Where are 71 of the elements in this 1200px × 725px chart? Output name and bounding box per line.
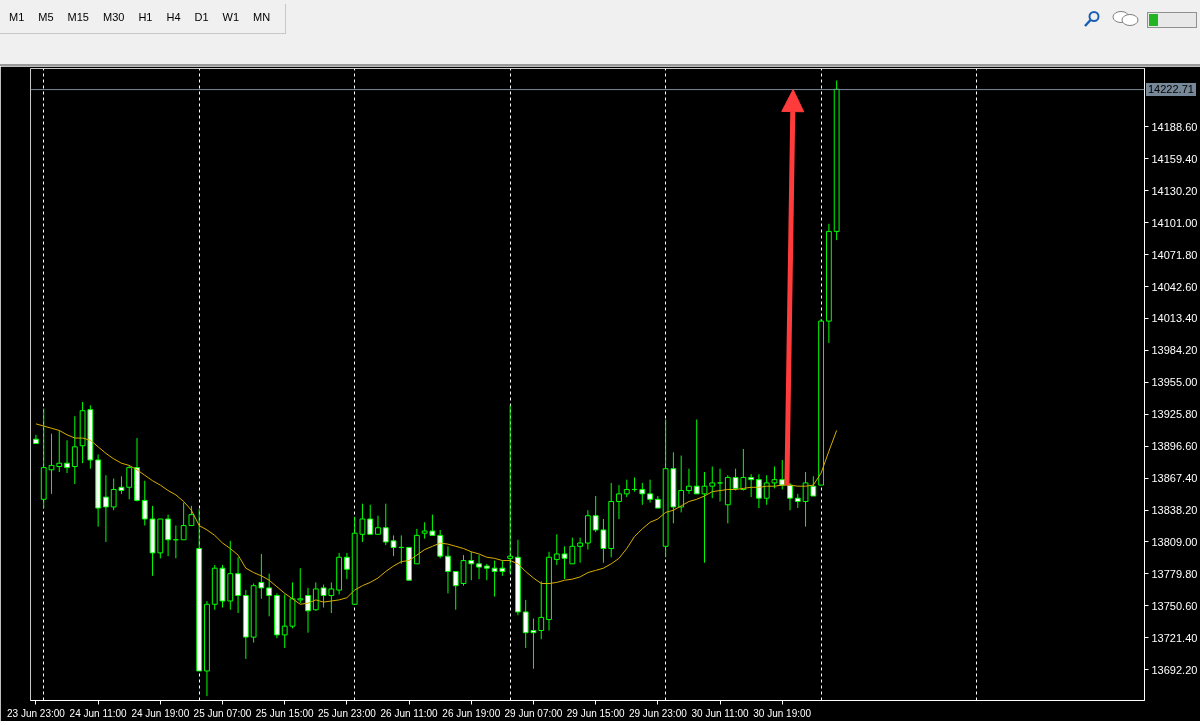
candlestick [305,587,311,634]
candlestick [686,468,692,495]
y-tick-label: 13955.00 [1151,376,1198,389]
y-tick-label: 13692.20 [1151,663,1198,676]
y-tick-label: 14013.40 [1151,312,1198,325]
candlestick [71,415,78,485]
x-tick-label: 29 Jun 23:00 [628,707,688,719]
candlestick [553,533,560,566]
candlestick [343,552,350,580]
y-tick-label: 14130.20 [1151,184,1198,197]
y-tick-label: 13750.60 [1151,599,1198,612]
x-tick-label: 25 Jun 23:00 [317,707,377,719]
x-tick-label: 30 Jun 19:00 [753,707,812,719]
candlestick [235,556,241,614]
y-tick-label: 14159.40 [1151,152,1198,165]
y-tick-label: 14101.00 [1151,216,1198,229]
y-tick-label: 14188.60 [1151,120,1198,133]
candlestick [445,545,451,594]
candlestick [709,466,716,499]
y-tick-label: 14071.80 [1151,248,1198,261]
candlestick [678,455,685,513]
y-tick-label: 13779.80 [1151,567,1198,580]
candlestick [592,495,599,533]
y-tick-label: 13984.20 [1151,344,1198,357]
candlestick [375,515,381,535]
candlestick [64,439,70,474]
x-tick-label: 25 Jun 07:00 [193,707,252,719]
candlestick [507,404,514,575]
x-tick-label: 29 Jun 15:00 [566,707,626,719]
candlestick [756,473,762,509]
x-tick-label: 30 Jun 11:00 [691,707,750,719]
x-tick-label: 23 Jun 23:00 [7,707,66,719]
candlestick [748,473,755,498]
candlestick [577,537,584,564]
text: M5 [37,10,55,25]
candlestick [165,514,172,557]
candlestick [616,484,622,520]
candlestick [787,482,793,511]
candlestick [639,482,646,506]
candlestick [266,573,273,617]
x-tick-label: 25 Jun 15:00 [255,707,315,719]
candlestick [103,474,109,543]
y-tick-label: 13809.00 [1151,535,1198,548]
y-tick-label: 13721.40 [1151,631,1198,644]
text: D1 [193,10,210,25]
x-tick-label: 26 Jun 19:00 [442,707,501,719]
candlestick [600,518,607,564]
candlestick [437,529,444,559]
y-tick-label: 13838.20 [1151,504,1198,517]
x-tick-label: 26 Jun 11:00 [380,707,439,719]
x-tick-label: 24 Jun 11:00 [69,707,128,719]
y-tick-label: 14042.60 [1151,280,1198,293]
candlestick [281,593,288,649]
text: W1 [221,10,241,25]
y-tick-label: 13925.80 [1151,408,1198,421]
ref-line-label: 14222.71 [1146,82,1196,96]
text: M15 [66,10,90,25]
text: H4 [165,10,182,25]
text: M30 [101,10,126,25]
candlestick [647,479,653,504]
y-tick-label: 13867.40 [1151,472,1198,485]
candlestick [312,581,319,612]
text: M1 [8,10,26,25]
candlestick [763,474,770,506]
candlestick [476,554,482,580]
text: MN [252,10,272,25]
y-tick-label: 13896.60 [1151,440,1198,453]
x-tick-label: 24 Jun 19:00 [131,707,190,719]
candlestick [141,480,148,527]
x-tick-label: 29 Jun 07:00 [504,707,563,719]
text: H1 [137,10,154,25]
